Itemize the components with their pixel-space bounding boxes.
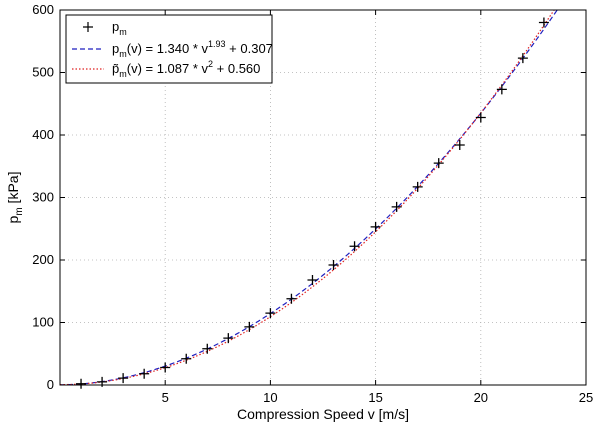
data-point	[328, 260, 339, 270]
data-point	[391, 201, 402, 212]
x-axis-ticks: 5 10 15 20 25	[162, 10, 593, 405]
y-tick-label: 600	[32, 2, 54, 17]
legend-label-approx: p̃m(v) = 1.087 * v2 + 0.560	[112, 59, 260, 79]
data-point	[118, 373, 129, 384]
data-point	[265, 308, 276, 319]
legend-label-data: pm	[112, 19, 127, 37]
data-point	[223, 333, 234, 344]
x-tick-label: 20	[474, 390, 488, 405]
y-tick-label: 200	[32, 252, 54, 267]
data-point	[139, 368, 150, 379]
y-axis-label: pm [kPa]	[5, 172, 25, 224]
legend-plus-marker	[83, 22, 93, 32]
data-point	[76, 378, 87, 389]
legend-entry-approx: p̃m(v) = 1.087 * v2 + 0.560	[72, 59, 260, 79]
legend: pm pm(v) = 1.340 * v1.93 + 0.307 p̃m(v) …	[65, 14, 273, 84]
x-tick-label: 15	[368, 390, 382, 405]
data-point	[202, 343, 213, 354]
x-tick-label: 10	[263, 390, 277, 405]
data-point	[412, 181, 423, 192]
fit-curve-dotted	[60, 10, 555, 385]
data-markers	[76, 17, 549, 389]
y-tick-label: 100	[32, 315, 54, 330]
y-tick-label: 0	[47, 377, 54, 392]
y-tick-label: 300	[32, 190, 54, 205]
data-point	[433, 158, 444, 169]
fit-curves	[60, 10, 558, 385]
data-point	[160, 362, 171, 373]
y-tick-label: 500	[32, 65, 54, 80]
data-point	[517, 53, 528, 64]
data-point	[307, 275, 318, 285]
legend-label-data-main: p	[112, 19, 119, 34]
data-point	[475, 112, 486, 123]
fit-curve-dashed	[60, 10, 558, 385]
data-point	[538, 17, 549, 28]
data-point	[181, 353, 192, 364]
grid-lines	[60, 10, 586, 385]
y-axis-ticks: 0 100 200 300 400 500 600	[32, 2, 586, 392]
legend-entry-markers: pm	[83, 19, 127, 37]
legend-entry-fit: pm(v) = 1.340 * v1.93 + 0.307	[72, 39, 273, 59]
x-axis-label: Compression Speed v [m/s]	[237, 406, 409, 422]
data-point	[496, 84, 507, 95]
x-tick-label: 25	[579, 390, 593, 405]
data-point	[286, 293, 297, 304]
data-point	[349, 241, 360, 252]
legend-label-data-sub: m	[119, 27, 127, 37]
legend-label-fit: pm(v) = 1.340 * v1.93 + 0.307	[112, 39, 273, 59]
data-point	[370, 221, 381, 232]
data-point	[244, 321, 255, 332]
y-tick-label: 400	[32, 127, 54, 142]
data-point	[454, 140, 465, 150]
x-tick-label: 5	[162, 390, 169, 405]
